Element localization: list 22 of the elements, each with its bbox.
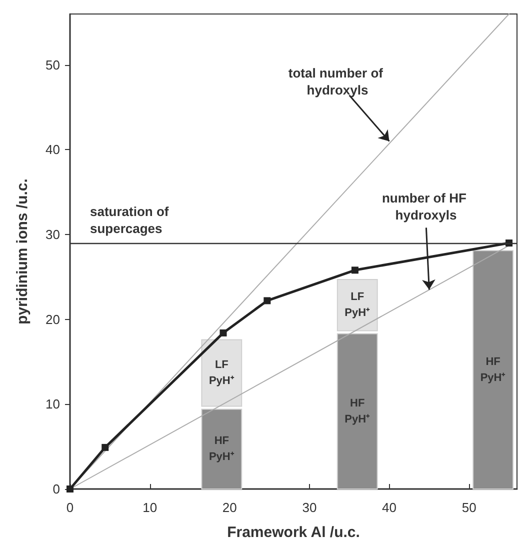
data-label: LF PyH⁺	[208, 358, 234, 387]
y-tick-label: 0	[52, 482, 60, 496]
x-tick-label: 30	[302, 500, 317, 515]
data-label: HF PyH⁺	[344, 397, 370, 426]
x-tick-label: 20	[222, 500, 237, 515]
y-tick-label: 10	[46, 396, 60, 412]
x-tick-label: 0	[66, 500, 74, 515]
data-label: HF PyH⁺	[480, 356, 506, 384]
x-tick-label: 50	[462, 500, 476, 515]
data-label: LF PyH⁺	[344, 291, 370, 320]
y-tick-label: 50	[46, 57, 60, 72]
x-axis-title: Framework Al /u.c.	[227, 524, 360, 541]
x-tick-label: 40	[382, 500, 397, 515]
ref-line-label: saturation of supercages	[90, 204, 172, 236]
data-label: HF PyH⁺	[208, 435, 234, 464]
y-tick-label: 30	[46, 227, 60, 242]
y-axis-title: pyridinium ions /u.c.	[14, 178, 31, 324]
x-tick-label: 10	[142, 500, 158, 515]
annotation: total number of hydroxyls	[288, 66, 387, 98]
annotation: number of HF hydroxyls	[382, 190, 470, 223]
y-tick-label: 20	[46, 312, 60, 327]
y-tick-label: 40	[46, 142, 60, 158]
